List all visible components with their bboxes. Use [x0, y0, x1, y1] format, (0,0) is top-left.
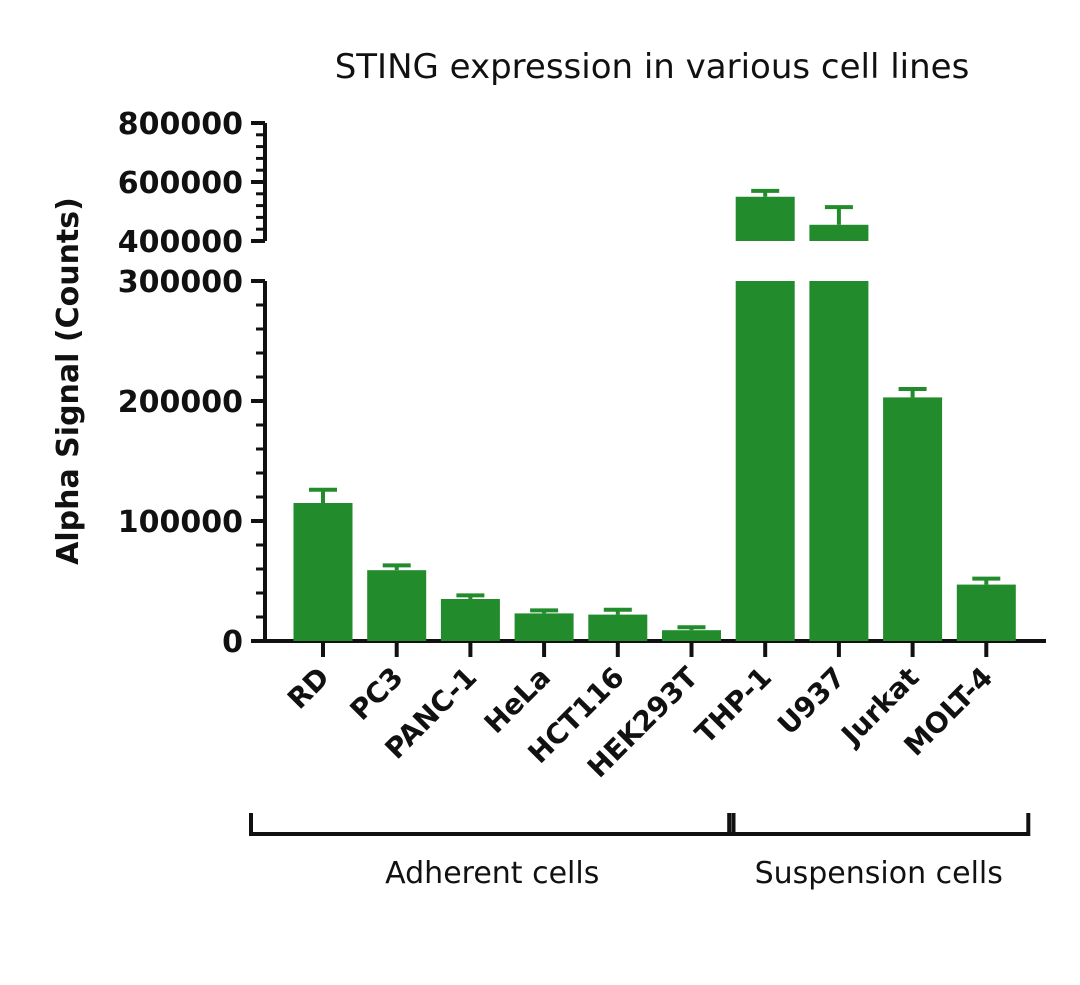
chart-title: STING expression in various cell lines	[335, 47, 970, 87]
bar-upper-segment	[809, 224, 869, 241]
bar	[956, 584, 1016, 641]
y-tick-label: 600000	[118, 166, 243, 201]
y-tick-label: 800000	[118, 107, 243, 142]
group-label: Adherent cells	[385, 856, 599, 891]
y-tick-label: 400000	[118, 225, 243, 260]
bar	[440, 599, 500, 641]
y-tick-label: 200000	[118, 385, 243, 420]
x-tick-label: PC3	[343, 661, 409, 727]
y-axis-label: Alpha Signal (Counts)	[51, 197, 86, 565]
bar	[735, 281, 795, 641]
bar	[662, 630, 721, 641]
bar	[514, 613, 574, 641]
group-label: Suspension cells	[755, 856, 1003, 891]
group-bracket	[727, 813, 1031, 836]
bar	[883, 397, 943, 641]
bar	[367, 570, 427, 641]
labels: 0 100000 200000 300000 400000 600000 800000 RD P…	[118, 107, 1003, 891]
y-tick-label: 300000	[118, 265, 243, 300]
y-tick-label: 100000	[118, 505, 243, 540]
x-tick-label: RD	[281, 661, 336, 716]
bar	[588, 614, 648, 641]
bar-upper-segment	[735, 196, 795, 241]
bar	[293, 503, 353, 641]
group-bracket	[249, 813, 736, 836]
bars	[293, 188, 1016, 641]
y-tick-label: 0	[222, 625, 243, 660]
x-tick-label: THP-1	[689, 661, 779, 751]
bar	[809, 281, 869, 641]
